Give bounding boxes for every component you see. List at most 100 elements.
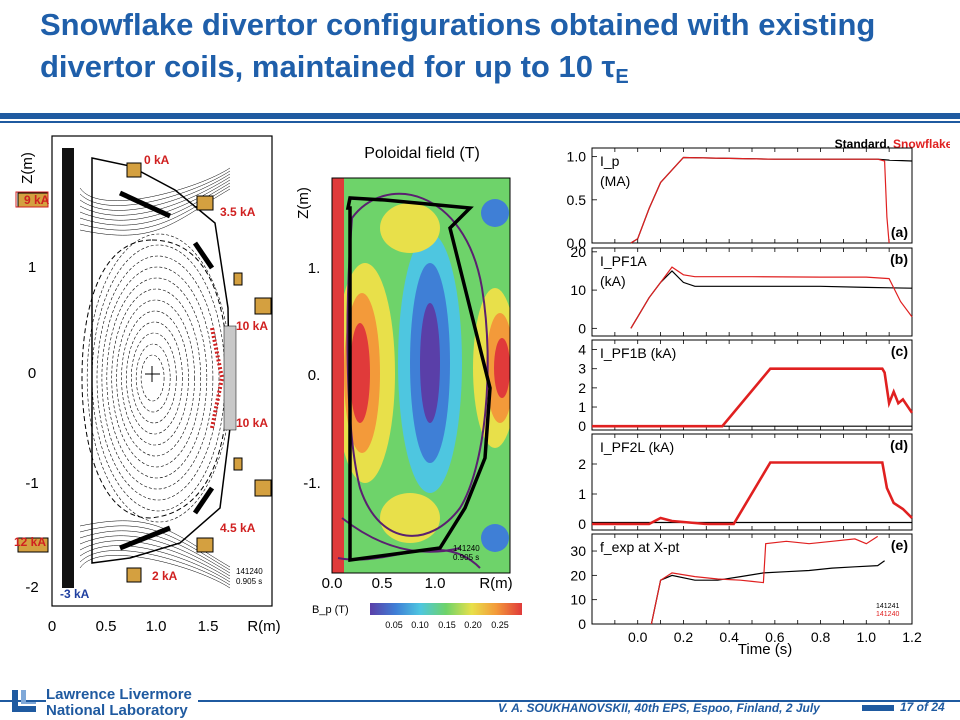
y-tick-label: 1.0 [567, 149, 587, 165]
x-tick-label: 0.4 [719, 629, 739, 645]
sol-field-line [79, 182, 231, 226]
field-region [380, 493, 440, 543]
panel-label: I_PF2L (kA) [600, 439, 674, 455]
panel-frame-c [591, 339, 913, 431]
y-tick-label: -1 [25, 475, 38, 492]
lab-name: Lawrence Livermore National Laboratory [46, 687, 198, 719]
x-tick-label: 0.5 [372, 575, 393, 592]
slide-title-text: Snowflake divertor configurations obtain… [40, 7, 876, 84]
lower-plate-2 [192, 486, 215, 515]
shot-number: 141240 [236, 567, 263, 576]
field-region [350, 323, 370, 423]
flux-surface [126, 321, 183, 435]
magnetic-axis-marker [145, 366, 160, 382]
x-tick-label: 0.5 [96, 618, 117, 635]
panel-frame-a [591, 147, 913, 244]
center-stack [62, 148, 74, 588]
panel-label: I_p [600, 153, 620, 169]
sol-field-line [79, 179, 231, 221]
field-region [380, 203, 440, 253]
y-tick-label: 30 [570, 543, 586, 559]
lab-name-line2: National Laboratory [46, 702, 188, 719]
y-tick-label: 10 [570, 592, 586, 608]
colorbar-tick: 0.10 [411, 620, 429, 630]
coil-label: 9 kA [24, 193, 50, 207]
upper-plate [118, 190, 172, 219]
y-tick-label: -2 [25, 579, 38, 596]
coil-label: 10 kA [236, 416, 268, 430]
y-tick-label: 0 [578, 516, 586, 532]
flux-surface [140, 354, 165, 402]
coil-label: 10 kA [236, 319, 268, 333]
panel-label: I_PF1A [600, 253, 647, 269]
y-tick-label: 1 [28, 259, 36, 276]
coil-label: 2 kA [152, 569, 178, 583]
field-map-title: Poloidal field (T) [364, 145, 480, 162]
panel-frame-b [591, 247, 913, 337]
colorbar-tick: 0.05 [385, 620, 403, 630]
page-number: 17 of 24 [900, 700, 945, 714]
x-tick-label: 0 [48, 618, 56, 635]
y-axis-label: Z(m) [19, 152, 36, 184]
coil-block [126, 567, 142, 583]
panel-tag-b: (b) [890, 251, 908, 267]
shot-time: 0.905 s [453, 553, 479, 562]
equilibrium-panel: 0 kA 9 kA 3.5 kA 10 kA 10 kA 4.5 kA 12 k… [14, 135, 281, 635]
flux-surface [116, 299, 195, 457]
series-line-snowflake-d [592, 461, 913, 526]
x-tick-label: 1.0 [425, 575, 446, 592]
y-tick-label: 0.0 [567, 235, 587, 251]
coil-block [196, 537, 214, 553]
field-map [332, 178, 510, 573]
field-region [494, 338, 510, 398]
series-line-snowflake-c [592, 367, 914, 428]
llnl-logo-icon [12, 690, 36, 712]
y-axis-label: Z(m) [295, 187, 312, 219]
coil-blocks [17, 162, 272, 583]
shot-snowflake: 141240 [876, 611, 899, 618]
outer-coil [210, 327, 225, 429]
time-traces-chart: Standard, Snowflake 1.00.50.0I_p(MA)(a)2… [567, 137, 950, 658]
y-tick-label: 20 [570, 567, 586, 583]
coil-block [196, 195, 214, 211]
coil-label: 0 kA [144, 153, 170, 167]
sol-field-line [79, 540, 231, 580]
flux-surface [135, 343, 171, 413]
x-tick-label: 0.6 [765, 629, 785, 645]
flux-surface [101, 266, 214, 490]
sol-field-line [79, 535, 231, 577]
y-tick-label: 0 [578, 320, 586, 336]
x-tick-label: 0.8 [811, 629, 831, 645]
shot-standard: 141241 [876, 603, 899, 610]
x-tick-label: 1.0 [146, 618, 167, 635]
field-region [420, 303, 440, 423]
coil-block [126, 162, 142, 178]
shot-time: 0.905 s [236, 577, 262, 586]
y-tick-label: 2 [578, 456, 586, 472]
panel-unit: (MA) [600, 173, 630, 189]
x-axis-label: Time (s) [738, 641, 792, 658]
y-tick-label: 0 [578, 616, 586, 632]
coil-block [254, 479, 272, 497]
coil-label: 3.5 kA [220, 205, 256, 219]
x-tick-label: 1.5 [198, 618, 219, 635]
sol-field-line [79, 530, 231, 574]
y-tick-label: -1. [303, 475, 321, 492]
panel-tag-c: (c) [891, 343, 908, 359]
panel-label: I_PF1B (kA) [600, 345, 676, 361]
y-tick-label: 3 [578, 361, 586, 377]
coil-label: -3 kA [60, 587, 90, 601]
field-region [481, 199, 509, 227]
coil-block [254, 297, 272, 315]
shot-number: 141240 [453, 544, 480, 553]
lab-name-line1: Lawrence Livermore [46, 686, 192, 703]
lower-plate [119, 525, 171, 551]
y-tick-label: 0. [308, 367, 321, 384]
field-region [332, 178, 344, 573]
flux-surface [111, 288, 201, 468]
y-tick-label: 10 [570, 282, 586, 298]
y-tick-label: 1 [578, 486, 586, 502]
flux-surface [121, 310, 189, 446]
footer-rule [0, 700, 960, 702]
header-rule-thin [0, 121, 960, 123]
